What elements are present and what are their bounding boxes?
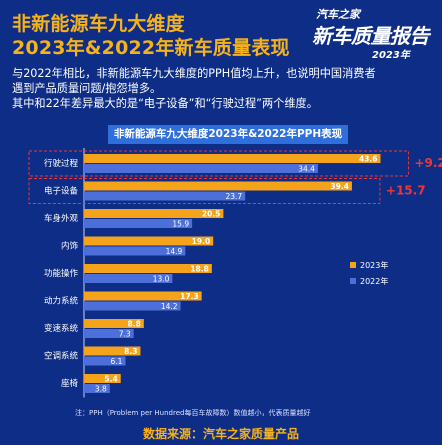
logo-year: 2023年 — [372, 50, 410, 61]
bar-2022 — [84, 301, 181, 311]
legend-label-2022: 2022年 — [360, 276, 388, 286]
value-label-2023: 39.4 — [330, 182, 349, 191]
value-label-2023: 8.3 — [124, 347, 137, 356]
report-logo: 汽车之家 新车质量报告 2023年 — [308, 4, 436, 62]
value-label-2022: 13.0 — [153, 275, 170, 284]
category-label: 行驶过程 — [44, 158, 79, 169]
value-label-2023: 20.5 — [202, 210, 221, 219]
value-label-2023: 18.8 — [190, 265, 209, 274]
value-label-2022: 6.1 — [111, 357, 123, 366]
bar-2022 — [84, 384, 110, 393]
logo-brand: 汽车之家 — [316, 8, 360, 21]
category-label: 内饰 — [61, 241, 79, 252]
category-label: 空调系统 — [44, 351, 79, 362]
bar-2022 — [84, 164, 318, 173]
intro-line-2: 遇到产品质量问题/抱怨增多。 — [12, 82, 162, 95]
bar-2023 — [84, 264, 212, 273]
highlight-box — [28, 178, 381, 204]
bar-2023 — [84, 374, 121, 383]
value-label-2023: 5.4 — [104, 375, 117, 384]
bar-2022 — [84, 219, 193, 228]
value-label-2023: 19.0 — [192, 237, 211, 246]
delta-annotation: +15.7 — [386, 184, 426, 198]
value-label-2022: 23.7 — [225, 192, 242, 201]
category-label: 动力系统 — [44, 296, 79, 307]
intro-text: 与2022年相比，非新能源车九大维度的PPH值均上升，也说明中国消费者 遇到产品… — [12, 66, 440, 111]
value-label-2022: 14.9 — [166, 247, 183, 256]
value-label-2022: 15.9 — [172, 220, 189, 229]
bar-2022 — [84, 246, 186, 256]
value-label-2022: 14.2 — [161, 302, 178, 311]
category-label: 变速系统 — [44, 323, 79, 334]
bar-2023 — [84, 319, 144, 328]
bar-2023 — [84, 236, 214, 246]
value-label-2022: 34.4 — [298, 165, 315, 174]
bar-2023 — [84, 209, 224, 218]
bar-2022 — [84, 274, 173, 283]
category-label: 功能操作 — [44, 268, 79, 279]
bar-2023 — [84, 291, 202, 301]
value-label-2022: 7.3 — [119, 330, 131, 339]
bar-2022 — [84, 329, 134, 338]
value-label-2023: 8.8 — [128, 320, 141, 329]
value-label-2022: 3.8 — [95, 385, 107, 394]
page-title-line1: 非新能源车九大维度 — [12, 13, 185, 35]
bar-2023 — [84, 181, 352, 191]
delta-annotation: +9.2 — [414, 156, 442, 170]
bar-2022 — [84, 191, 246, 201]
value-label-2023: 17.3 — [180, 292, 199, 301]
page-title-line2: 2023年&2022年新车质量表现 — [12, 37, 290, 59]
bar-2023 — [84, 346, 141, 356]
legend-swatch-2023 — [350, 262, 356, 268]
category-label: 车身外观 — [44, 213, 79, 224]
bar-2023 — [84, 154, 381, 163]
intro-line-1: 与2022年相比，非新能源车九大维度的PPH值均上升，也说明中国消费者 — [12, 67, 376, 80]
data-source: 数据来源：汽车之家质量产品 — [142, 427, 299, 441]
logo-main-text: 新车质量报告 — [312, 24, 430, 48]
category-label: 电子设备 — [44, 186, 79, 197]
highlight-box — [28, 150, 409, 177]
footnote: 注：PPH（Problem per Hundred每百车故障数）数值越小，代表质… — [75, 409, 311, 417]
legend-swatch-2022 — [350, 278, 356, 284]
chart-title: 非新能源车九大维度2023年&2022年PPH表现 — [108, 125, 348, 144]
value-label-2023: 43.6 — [359, 155, 378, 164]
bar-2022 — [84, 356, 126, 366]
intro-line-3: 其中和22年差异最大的是“电子设备”和“行驶过程”两个维度。 — [12, 97, 318, 110]
legend-label-2023: 2023年 — [360, 260, 388, 270]
category-label: 座椅 — [61, 378, 79, 389]
